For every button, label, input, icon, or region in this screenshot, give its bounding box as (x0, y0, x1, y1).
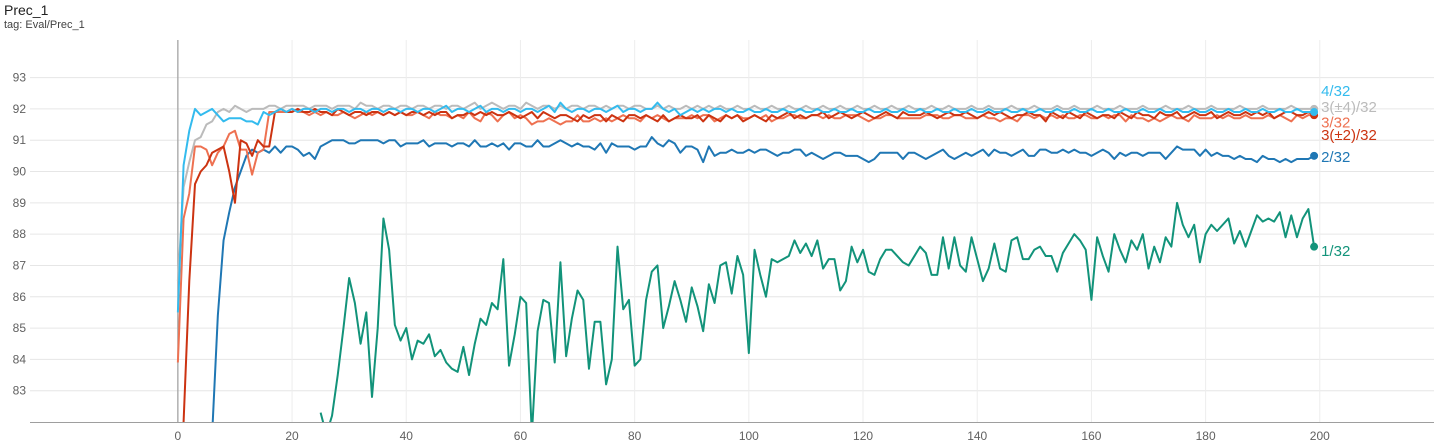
series-label-3-32: 3/32 (1321, 114, 1350, 131)
y-tick-label: 87 (13, 258, 27, 272)
y-tick-label: 86 (13, 290, 27, 304)
tick-labels: 83 84 85 86 87 88 89 90 91 92 93 0 20 40 60 80 100 120 140… (13, 71, 1330, 443)
series-line-3-4-32 (176, 101, 1315, 282)
axes (30, 40, 1434, 423)
series-label-2-32: 2/32 (1321, 149, 1350, 166)
y-tick-label: 88 (13, 227, 27, 241)
x-tick-label: 200 (1310, 429, 1330, 443)
series-label-4-32: 4/32 (1321, 83, 1350, 100)
x-tick-label: 40 (400, 429, 414, 443)
series-endpoint-4-32 (1310, 108, 1319, 117)
series-label-1-32: 1/32 (1321, 243, 1350, 260)
x-tick-label: 80 (628, 429, 642, 443)
y-tick-label: 85 (13, 321, 27, 335)
series-endpoint-1-32 (1310, 242, 1319, 251)
y-tick-label: 93 (13, 71, 27, 85)
y-tick-label: 92 (13, 102, 27, 116)
y-tick-label: 84 (13, 352, 27, 366)
x-tick-label: 180 (1196, 429, 1216, 443)
series-labels: 4/323(±4)/323/323(±2)/32 2/32 1/32 (1321, 83, 1377, 260)
chart-tag: tag: Eval/Prec_1 (4, 19, 85, 31)
series-label-3-2-32: 3(±2)/32 (1321, 127, 1377, 144)
x-tick-label: 100 (739, 429, 759, 443)
series-line-4-32 (176, 101, 1315, 313)
x-tick-label: 20 (285, 429, 299, 443)
x-tick-label: 60 (514, 429, 528, 443)
x-tick-label: 140 (967, 429, 987, 443)
series-line-1-32 (319, 201, 1316, 422)
series-endpoint-2-32 (1310, 151, 1319, 160)
x-tick-label: 120 (853, 429, 873, 443)
chart-title: Prec_1 (4, 2, 49, 18)
series-lines (176, 101, 1319, 422)
series-label-3-4-32: 3(±4)/32 (1321, 99, 1377, 116)
y-tick-label: 89 (13, 196, 27, 210)
x-tick-label: 0 (175, 429, 182, 443)
y-tick-label: 91 (13, 133, 27, 147)
y-tick-label: 83 (13, 384, 27, 398)
series-line-2-32 (211, 136, 1315, 422)
series-line-3-2-32 (182, 107, 1315, 422)
grid (30, 40, 1434, 422)
x-tick-label: 160 (1081, 429, 1101, 443)
y-tick-label: 90 (13, 165, 27, 179)
